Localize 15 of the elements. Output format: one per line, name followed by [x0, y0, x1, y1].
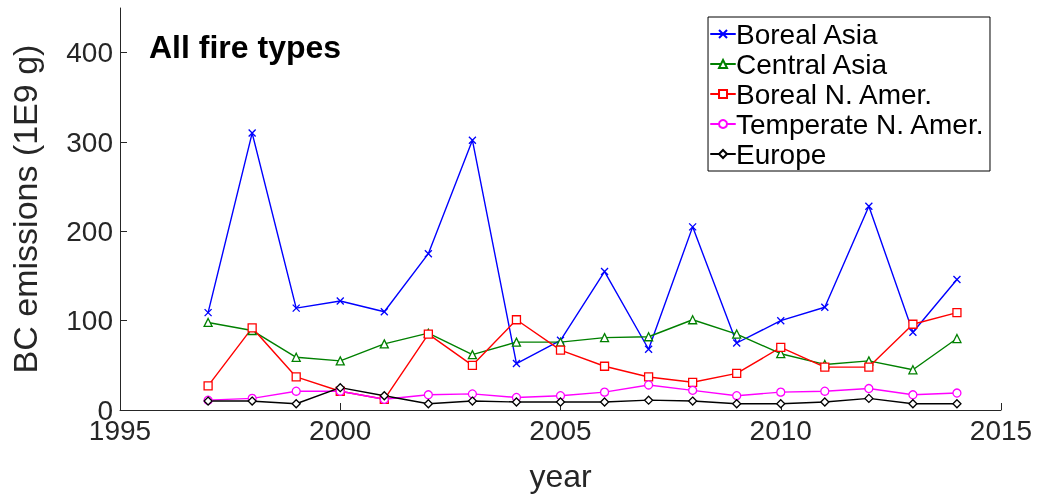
y-tick-label: 100	[66, 305, 113, 337]
y-tick-label: 300	[66, 126, 113, 158]
legend-label: Boreal N. Amer.	[736, 78, 933, 110]
text: All fire types	[149, 29, 342, 65]
x-tick-label: 2005	[529, 414, 592, 446]
x-tick-label: 2015	[969, 414, 1033, 446]
legend-label: Central Asia	[736, 48, 888, 80]
legend-label: Boreal Asia	[736, 18, 879, 50]
x-tick-label: 2000	[309, 414, 372, 446]
legend-label: Temperate N. Amer.	[736, 108, 984, 140]
y-axis-title: BC emissions (1E9 g)	[6, 44, 44, 374]
y-tick-label: 400	[66, 37, 113, 69]
y-tick-label: 200	[66, 215, 113, 247]
x-axis-title: year	[529, 458, 592, 494]
x-tick-label: 2010	[749, 414, 812, 446]
